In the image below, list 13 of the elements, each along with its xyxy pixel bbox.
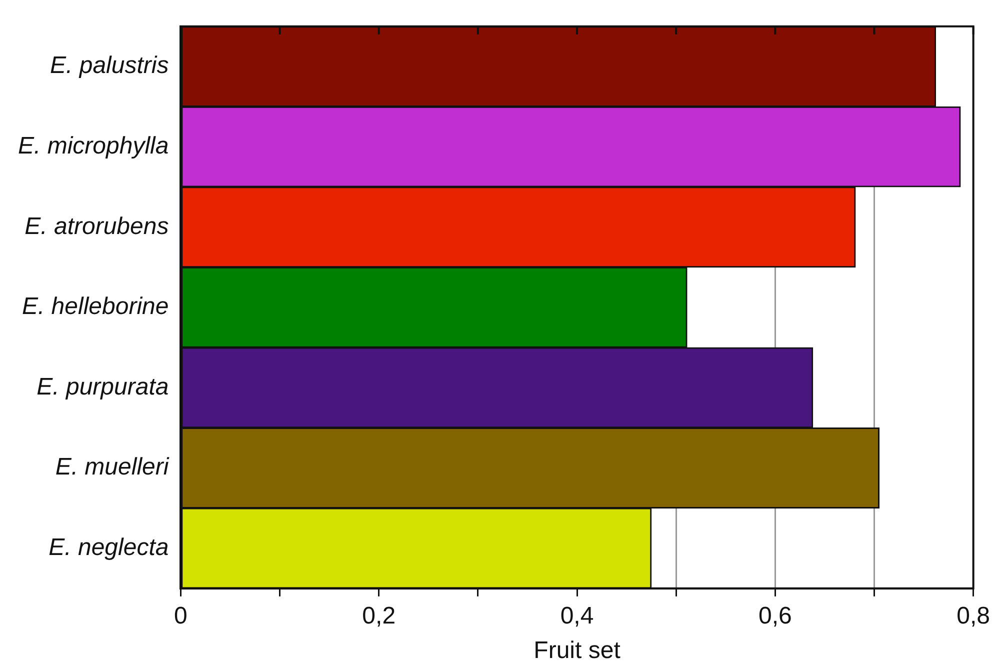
x-axis-title: Fruit set bbox=[534, 637, 621, 664]
y-tick-label: E. purpurata bbox=[36, 373, 169, 400]
y-tick-label: E. palustris bbox=[50, 52, 169, 80]
y-tick-label: E. microphylla bbox=[18, 132, 169, 160]
x-tick-label: 0,4 bbox=[560, 602, 594, 630]
y-tick-label: E. atrorubens bbox=[24, 212, 169, 240]
y-tick-label: E. helleborine bbox=[22, 293, 169, 320]
x-tick-label: 0,8 bbox=[956, 602, 990, 630]
x-tick-label: 0,6 bbox=[758, 602, 792, 630]
x-tick-label: 0 bbox=[174, 602, 188, 630]
y-tick-label: E. neglecta bbox=[48, 534, 169, 561]
x-tick-label: 0,2 bbox=[362, 602, 396, 630]
y-tick-label: E. muelleri bbox=[55, 454, 170, 481]
